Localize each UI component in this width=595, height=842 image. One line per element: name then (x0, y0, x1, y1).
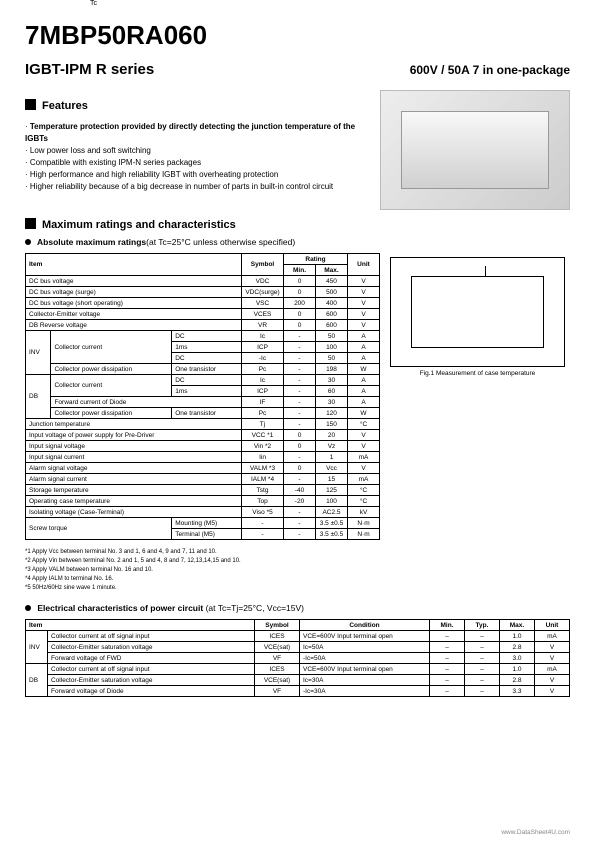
abs-title: Absolute maximum ratings (37, 237, 146, 247)
features-list: Features · Temperature protection provid… (25, 90, 370, 210)
table1-wrap: ItemSymbolRatingUnitMin.Max.DC bus volta… (25, 253, 570, 540)
feature-item: · Higher reliability because of a big de… (25, 181, 370, 193)
fig-caption: Fig.1 Measurement of case temperature (390, 370, 565, 377)
notes-block: *1 Apply Vcc between terminal No. 3 and … (25, 548, 570, 593)
spec-summary: 600V / 50A 7 in one-package (410, 63, 570, 77)
footer-url: www.DataSheet4U.com (501, 829, 570, 836)
max-ratings-table: ItemSymbolRatingUnitMin.Max.DC bus volta… (25, 253, 380, 540)
note-line: *2 Apply Vin between terminal No. 2 and … (25, 557, 570, 566)
abs-cond: (at Tc=25°C unless otherwise specified) (146, 237, 295, 247)
max-ratings-title: Maximum ratings and characteristics (25, 218, 570, 231)
elec-cond: (at Tc=Tj=25°C, Vcc=15V) (203, 603, 304, 613)
feature-item: · Compatible with existing IPM-N series … (25, 157, 370, 169)
features-block: Features · Temperature protection provid… (25, 90, 570, 210)
feature-item: · Temperature protection provided by dir… (25, 121, 370, 145)
fig-tc-label: Tc (90, 0, 97, 7)
elec-subhead: Electrical characteristics of power circ… (25, 603, 570, 613)
series-label: IGBT-IPM R series (25, 61, 154, 78)
note-line: *4 Apply IALM to terminal No. 16. (25, 575, 570, 584)
header-row: IGBT-IPM R series 600V / 50A 7 in one-pa… (25, 61, 570, 78)
features-title: Features (25, 98, 370, 115)
product-image (380, 90, 570, 210)
elec-title: Electrical characteristics of power circ… (37, 603, 203, 613)
electrical-table: ItemSymbolConditionMin.Typ.Max.UnitINVCo… (25, 619, 570, 697)
figure1: Tc Fig.1 Measurement of case temperature (390, 257, 565, 377)
note-line: *3 Apply VALM between terminal No. 16 an… (25, 566, 570, 575)
abs-max-subhead: Absolute maximum ratings(at Tc=25°C unle… (25, 237, 570, 247)
note-line: *1 Apply Vcc between terminal No. 3 and … (25, 548, 570, 557)
part-number: 7MBP50RA060 (25, 20, 570, 51)
feature-item: · High performance and high reliability … (25, 169, 370, 181)
note-line: *5 50Hz/60Hz sine wave 1 minute. (25, 584, 570, 593)
feature-item: · Low power loss and soft switching (25, 145, 370, 157)
